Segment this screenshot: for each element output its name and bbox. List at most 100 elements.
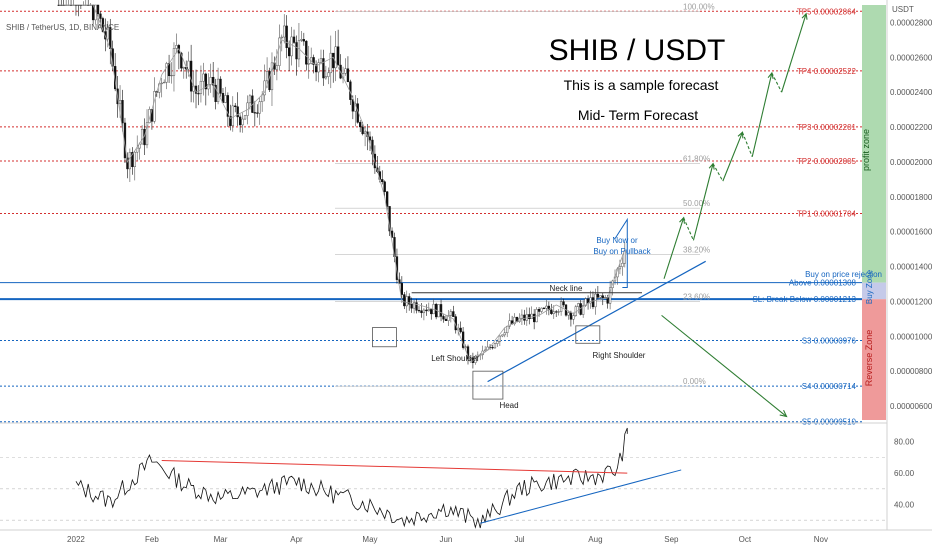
time-axis[interactable]: 2022 Feb Mar Apr May Jun Jul Aug Sep Oct Nov bbox=[0, 529, 932, 544]
candle-body bbox=[498, 335, 502, 342]
candle-body bbox=[408, 296, 411, 305]
buy-rejection-label: Buy on price rejection bbox=[805, 270, 882, 279]
candle-body bbox=[270, 62, 274, 91]
time-tick-label: Jun bbox=[439, 535, 452, 544]
candle-body bbox=[160, 82, 163, 85]
level-label: TP5 0.00002864 bbox=[797, 7, 857, 16]
rsi-downtrend bbox=[161, 460, 628, 474]
candle-body bbox=[491, 347, 494, 349]
candle-body bbox=[533, 313, 536, 323]
time-tick-label: Sep bbox=[664, 535, 679, 544]
reverse-zone-label: Reverse Zone bbox=[864, 330, 874, 387]
price-axis[interactable]: 0.00002800 0.00002600 0.00002400 0.00002200… bbox=[886, 0, 932, 530]
candle-body bbox=[256, 112, 259, 114]
symbol-label: SHIB / TetherUS, 1D, BINANCE bbox=[6, 23, 119, 32]
zones-layer bbox=[862, 5, 886, 420]
candle-body bbox=[596, 293, 600, 298]
candle-body bbox=[412, 302, 416, 309]
reverse-arrow bbox=[661, 314, 787, 417]
candle-body bbox=[410, 303, 413, 309]
time-tick-label: Oct bbox=[739, 535, 752, 544]
level-label: TP1 0.00001704 bbox=[797, 210, 857, 219]
fib-layer: 100.00% 61.80% 50.00% 38.20% 23.60% 0.00% bbox=[335, 2, 715, 387]
candle-body bbox=[180, 52, 183, 69]
candle-body bbox=[552, 311, 555, 314]
candle-body bbox=[466, 346, 470, 360]
price-tick-label: 0.00001400 bbox=[890, 263, 932, 272]
candle-body bbox=[140, 128, 144, 145]
level-label: S5 0.00000510 bbox=[802, 418, 857, 427]
time-tick-label: Aug bbox=[588, 535, 602, 544]
candle-body bbox=[219, 78, 222, 94]
candle-body bbox=[427, 309, 430, 312]
candle-body bbox=[555, 311, 558, 313]
candle-body bbox=[623, 250, 626, 264]
candle-body bbox=[508, 320, 511, 327]
time-tick-label: Feb bbox=[145, 535, 159, 544]
level-label: S3 0.00000976 bbox=[802, 336, 857, 345]
head-box bbox=[472, 370, 504, 400]
candle-body bbox=[197, 93, 200, 95]
candle-body bbox=[604, 297, 607, 299]
fib-label: 23.60% bbox=[683, 292, 710, 301]
candle-body bbox=[307, 63, 310, 65]
time-tick-label: 2022 bbox=[67, 535, 85, 544]
forecast-arrow-segment bbox=[712, 163, 724, 182]
candle-body bbox=[189, 60, 193, 92]
price-tick-label: 0.00000800 bbox=[890, 367, 932, 376]
candle-body bbox=[324, 76, 328, 79]
candle-body bbox=[513, 316, 516, 325]
candles-layer bbox=[57, 0, 626, 369]
price-tick-label: 0.00002800 bbox=[890, 18, 932, 27]
currency-label: USDT bbox=[892, 5, 914, 14]
profit-zone bbox=[862, 5, 886, 283]
rsi-tick-label: 60.00 bbox=[894, 469, 915, 478]
candle-body bbox=[187, 60, 190, 70]
rsi-pane: 80.00 60.00 40.00 bbox=[0, 422, 915, 529]
level-label: TP4 0.00002522 bbox=[797, 67, 857, 76]
rsi-tick-label: 80.00 bbox=[894, 438, 915, 447]
candle-body bbox=[106, 27, 109, 40]
candle-body bbox=[290, 36, 293, 57]
left-shoulder-label: Left Shoulder bbox=[431, 354, 479, 363]
candle-body bbox=[405, 296, 408, 307]
candle-body bbox=[278, 37, 281, 66]
candle-body bbox=[314, 64, 318, 73]
price-tick-label: 0.00002000 bbox=[890, 158, 932, 167]
fib-label: 61.80% bbox=[683, 155, 710, 164]
fib-label: 100.00% bbox=[683, 2, 715, 11]
candle-body bbox=[172, 48, 176, 76]
time-tick-label: Mar bbox=[214, 535, 228, 544]
candle-body bbox=[253, 112, 256, 114]
candle-body bbox=[344, 68, 347, 74]
candle-body bbox=[506, 325, 509, 334]
candle-body bbox=[584, 298, 587, 306]
candle-body bbox=[332, 52, 335, 69]
candle-body bbox=[145, 122, 149, 146]
forecast-arrow-segment bbox=[683, 217, 694, 241]
candle-body bbox=[133, 151, 136, 168]
candle-body bbox=[287, 47, 291, 57]
forecast-arrow-segment bbox=[722, 132, 743, 182]
buy-pullback-label: Buy on Pullback bbox=[593, 247, 651, 256]
candle-body bbox=[248, 95, 252, 104]
candle-body bbox=[204, 73, 207, 90]
candle-body bbox=[523, 314, 526, 321]
candle-body bbox=[319, 58, 323, 63]
candle-body bbox=[444, 318, 448, 321]
price-tick-label: 0.00002600 bbox=[890, 53, 932, 62]
candle-body bbox=[469, 357, 472, 360]
price-tick-label: 0.00002200 bbox=[890, 123, 932, 132]
price-tick-label: 0.00000600 bbox=[890, 402, 932, 411]
profit-zone-label: profit zone bbox=[861, 129, 871, 171]
candle-body bbox=[542, 307, 546, 309]
candle-body bbox=[231, 105, 234, 126]
candle-body bbox=[216, 78, 220, 102]
levels-layer: TP5 0.00002864 TP4 0.00002522 TP3 0.000022… bbox=[0, 7, 862, 427]
candle-body bbox=[572, 315, 575, 320]
subtitle-sample: This is a sample forecast bbox=[564, 77, 719, 93]
candle-body bbox=[420, 310, 423, 314]
candle-body bbox=[351, 99, 354, 112]
